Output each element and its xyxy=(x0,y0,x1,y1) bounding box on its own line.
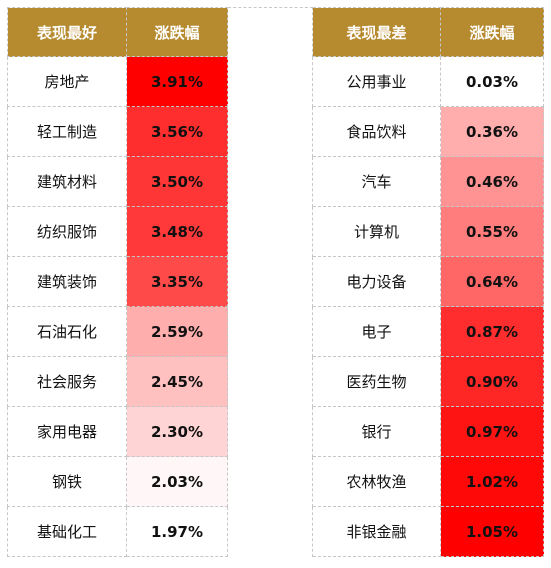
best-change-cell: 3.48% xyxy=(126,206,228,257)
header-worst-sector: 表现最差 xyxy=(312,7,441,57)
spacer-cell xyxy=(227,206,313,257)
best-sector-cell: 建筑装饰 xyxy=(7,256,127,307)
best-change-cell: 2.30% xyxy=(126,406,228,457)
table-row: 纺织服饰 3.48% 计算机 0.55% xyxy=(7,206,544,257)
best-sector-cell: 轻工制造 xyxy=(7,106,127,157)
worst-sector-cell: 计算机 xyxy=(312,206,441,257)
spacer-cell xyxy=(227,506,313,557)
best-sector-cell: 社会服务 xyxy=(7,356,127,407)
worst-change-cell: 0.03% xyxy=(440,56,544,107)
table-row: 社会服务 2.45% 医药生物 0.90% xyxy=(7,356,544,407)
best-change-cell: 2.03% xyxy=(126,456,228,507)
worst-change-cell: 0.36% xyxy=(440,106,544,157)
table-row: 钢铁 2.03% 农林牧渔 1.02% xyxy=(7,456,544,507)
best-sector-cell: 纺织服饰 xyxy=(7,206,127,257)
spacer-cell xyxy=(227,356,313,407)
table-row: 房地产 3.91% 公用事业 0.03% xyxy=(7,56,544,107)
worst-sector-cell: 电力设备 xyxy=(312,256,441,307)
worst-sector-cell: 农林牧渔 xyxy=(312,456,441,507)
worst-change-cell: 0.90% xyxy=(440,356,544,407)
table-row: 建筑材料 3.50% 汽车 0.46% xyxy=(7,156,544,207)
spacer-cell xyxy=(227,156,313,207)
best-sector-cell: 基础化工 xyxy=(7,506,127,557)
worst-sector-cell: 银行 xyxy=(312,406,441,457)
worst-sector-cell: 汽车 xyxy=(312,156,441,207)
worst-change-cell: 1.05% xyxy=(440,506,544,557)
table-body: 房地产 3.91% 公用事业 0.03% 轻工制造 3.56% 食品饮料 0.36% 建筑材料 3… xyxy=(7,56,544,557)
best-sector-cell: 建筑材料 xyxy=(7,156,127,207)
worst-change-cell: 0.55% xyxy=(440,206,544,257)
header-best-sector: 表现最好 xyxy=(7,7,127,57)
worst-sector-cell: 非银金融 xyxy=(312,506,441,557)
table-row: 石油石化 2.59% 电子 0.87% xyxy=(7,306,544,357)
spacer-cell xyxy=(227,256,313,307)
best-change-cell: 3.56% xyxy=(126,106,228,157)
worst-change-cell: 0.64% xyxy=(440,256,544,307)
table-row: 轻工制造 3.56% 食品饮料 0.36% xyxy=(7,106,544,157)
worst-sector-cell: 公用事业 xyxy=(312,56,441,107)
sector-performance-table: 表现最好 涨跌幅 表现最差 涨跌幅 房地产 3.91% 公用事业 0.03% 轻工制造 3… xyxy=(7,7,544,557)
best-change-cell: 1.97% xyxy=(126,506,228,557)
table-row: 基础化工 1.97% 非银金融 1.05% xyxy=(7,506,544,557)
spacer-cell xyxy=(227,456,313,507)
best-sector-cell: 钢铁 xyxy=(7,456,127,507)
best-change-cell: 3.91% xyxy=(126,56,228,107)
header-worst-change: 涨跌幅 xyxy=(440,7,544,57)
best-change-cell: 3.35% xyxy=(126,256,228,307)
worst-change-cell: 0.87% xyxy=(440,306,544,357)
table-row: 家用电器 2.30% 银行 0.97% xyxy=(7,406,544,457)
worst-sector-cell: 医药生物 xyxy=(312,356,441,407)
best-sector-cell: 家用电器 xyxy=(7,406,127,457)
spacer-cell xyxy=(227,56,313,107)
best-sector-cell: 石油石化 xyxy=(7,306,127,357)
table-row: 建筑装饰 3.35% 电力设备 0.64% xyxy=(7,256,544,307)
worst-change-cell: 0.97% xyxy=(440,406,544,457)
worst-sector-cell: 电子 xyxy=(312,306,441,357)
spacer-cell xyxy=(227,406,313,457)
spacer-cell xyxy=(227,106,313,157)
best-change-cell: 2.59% xyxy=(126,306,228,357)
best-sector-cell: 房地产 xyxy=(7,56,127,107)
worst-sector-cell: 食品饮料 xyxy=(312,106,441,157)
header-best-change: 涨跌幅 xyxy=(126,7,228,57)
spacer-cell xyxy=(227,306,313,357)
worst-change-cell: 1.02% xyxy=(440,456,544,507)
worst-change-cell: 0.46% xyxy=(440,156,544,207)
header-spacer xyxy=(227,7,313,57)
best-change-cell: 2.45% xyxy=(126,356,228,407)
header-row: 表现最好 涨跌幅 表现最差 涨跌幅 xyxy=(7,7,544,57)
best-change-cell: 3.50% xyxy=(126,156,228,207)
